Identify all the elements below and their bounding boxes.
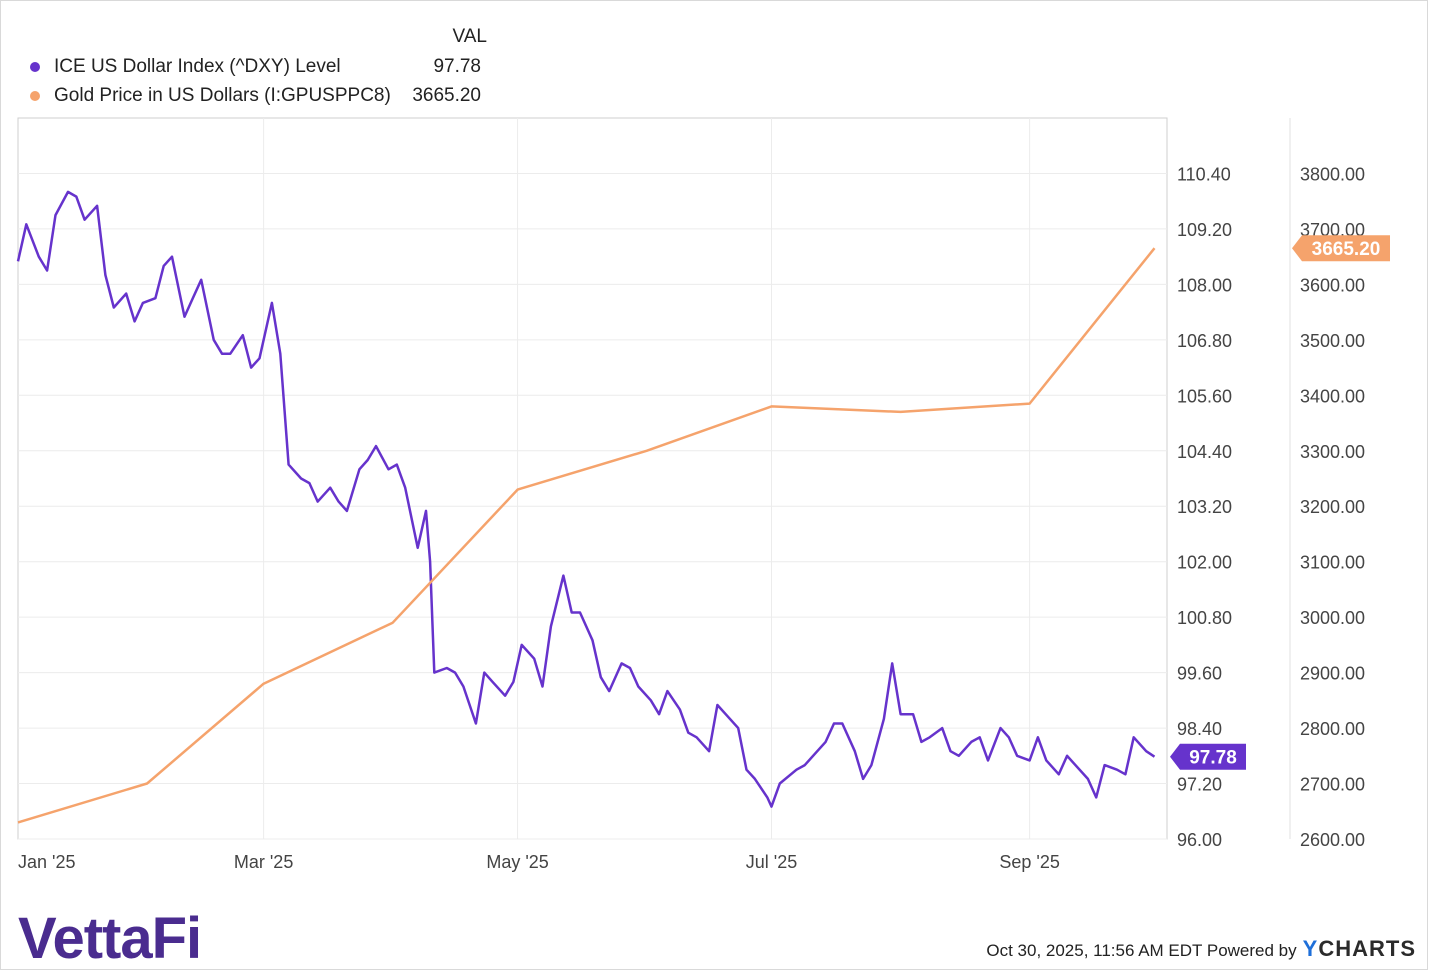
x-tick-label: Mar '25 bbox=[234, 852, 293, 872]
y-right-tick-label: 3600.00 bbox=[1300, 275, 1365, 295]
y-left-tick-label: 106.80 bbox=[1177, 331, 1232, 351]
last-value-label-dxy: 97.78 bbox=[1189, 748, 1237, 769]
y-right-tick-label: 3300.00 bbox=[1300, 442, 1365, 462]
last-value-tag-gold bbox=[1292, 235, 1390, 262]
y-left-tick-label: 109.20 bbox=[1177, 220, 1232, 240]
chart-svg: 110.40 109.20 108.00 106.80 105.60 104.40 103.… bbox=[16, 117, 1390, 872]
footer-timestamp: Oct 30, 2025, 11:56 AM EDT Powered by bbox=[986, 941, 1297, 960]
ycharts-logo-text: CHARTS bbox=[1318, 936, 1416, 961]
legend-name-dxy: ICE US Dollar Index (^DXY) Level bbox=[54, 55, 341, 77]
y-right-tick-label: 2900.00 bbox=[1300, 664, 1365, 684]
y-left-tick-label: 104.40 bbox=[1177, 442, 1232, 462]
y-left-tick-label: 97.20 bbox=[1177, 775, 1222, 795]
legend-item-dxy[interactable]: ICE US Dollar Index (^DXY) Level 97.78 bbox=[30, 52, 481, 81]
y-left-tick-label: 96.00 bbox=[1177, 830, 1222, 850]
y-left-tick-label: 102.00 bbox=[1177, 553, 1232, 573]
x-tick-label: Jan '25 bbox=[18, 852, 75, 872]
y-right-tick-label: 2600.00 bbox=[1300, 830, 1365, 850]
series-line-dxy bbox=[16, 190, 1156, 808]
y-right-tick-label: 2700.00 bbox=[1300, 775, 1365, 795]
legend-dot-gold bbox=[30, 90, 40, 101]
y-right-tick-label: 3500.00 bbox=[1300, 331, 1365, 351]
y-left-tick-label: 98.40 bbox=[1177, 719, 1222, 739]
ycharts-logo[interactable]: YCHARTS bbox=[1303, 936, 1416, 962]
y-left-tick-label: 108.00 bbox=[1177, 275, 1232, 295]
x-tick-label: Sep '25 bbox=[999, 852, 1060, 872]
y-right-tick-label: 2800.00 bbox=[1300, 719, 1365, 739]
series-line-gold bbox=[17, 247, 1156, 824]
legend-name-gold: Gold Price in US Dollars (I:GPUSPPC8) bbox=[54, 84, 391, 106]
x-tick-label: Jul '25 bbox=[746, 852, 797, 872]
y-left-tick-label: 100.80 bbox=[1177, 608, 1232, 628]
last-value-tag-dxy bbox=[1170, 743, 1246, 770]
y-left-tick-label: 110.40 bbox=[1177, 164, 1231, 184]
y-left-tick-label: 105.60 bbox=[1177, 386, 1232, 406]
y-left-tick-label: 103.20 bbox=[1177, 497, 1232, 517]
legend-item-gold[interactable]: Gold Price in US Dollars (I:GPUSPPC8) 36… bbox=[30, 81, 481, 110]
vettafi-logo: VettaFi bbox=[18, 906, 202, 971]
legend-value-dxy: 97.78 bbox=[433, 55, 481, 77]
y-right-tick-label: 3200.00 bbox=[1300, 497, 1365, 517]
legend-value-header: VAL bbox=[452, 26, 487, 47]
legend: VAL ICE US Dollar Index (^DXY) Level 97.… bbox=[30, 26, 487, 110]
ycharts-logo-y: Y bbox=[1302, 936, 1319, 961]
y-right-tick-label: 3400.00 bbox=[1300, 386, 1365, 406]
legend-dot-dxy bbox=[30, 61, 40, 72]
last-value-label-gold: 3665.20 bbox=[1312, 239, 1381, 260]
y-left-tick-label: 99.60 bbox=[1177, 664, 1222, 684]
legend-value-gold: 3665.20 bbox=[412, 84, 481, 106]
y-right-tick-label: 3800.00 bbox=[1300, 164, 1365, 184]
x-tick-label: May '25 bbox=[486, 852, 548, 872]
y-right-tick-label: 3700.00 bbox=[1300, 220, 1365, 240]
y-right-tick-label: 3000.00 bbox=[1300, 608, 1365, 628]
plot-area bbox=[17, 117, 1168, 840]
footer: Oct 30, 2025, 11:56 AM EDT Powered by YC… bbox=[986, 936, 1416, 962]
y-right-tick-label: 3100.00 bbox=[1300, 553, 1365, 573]
